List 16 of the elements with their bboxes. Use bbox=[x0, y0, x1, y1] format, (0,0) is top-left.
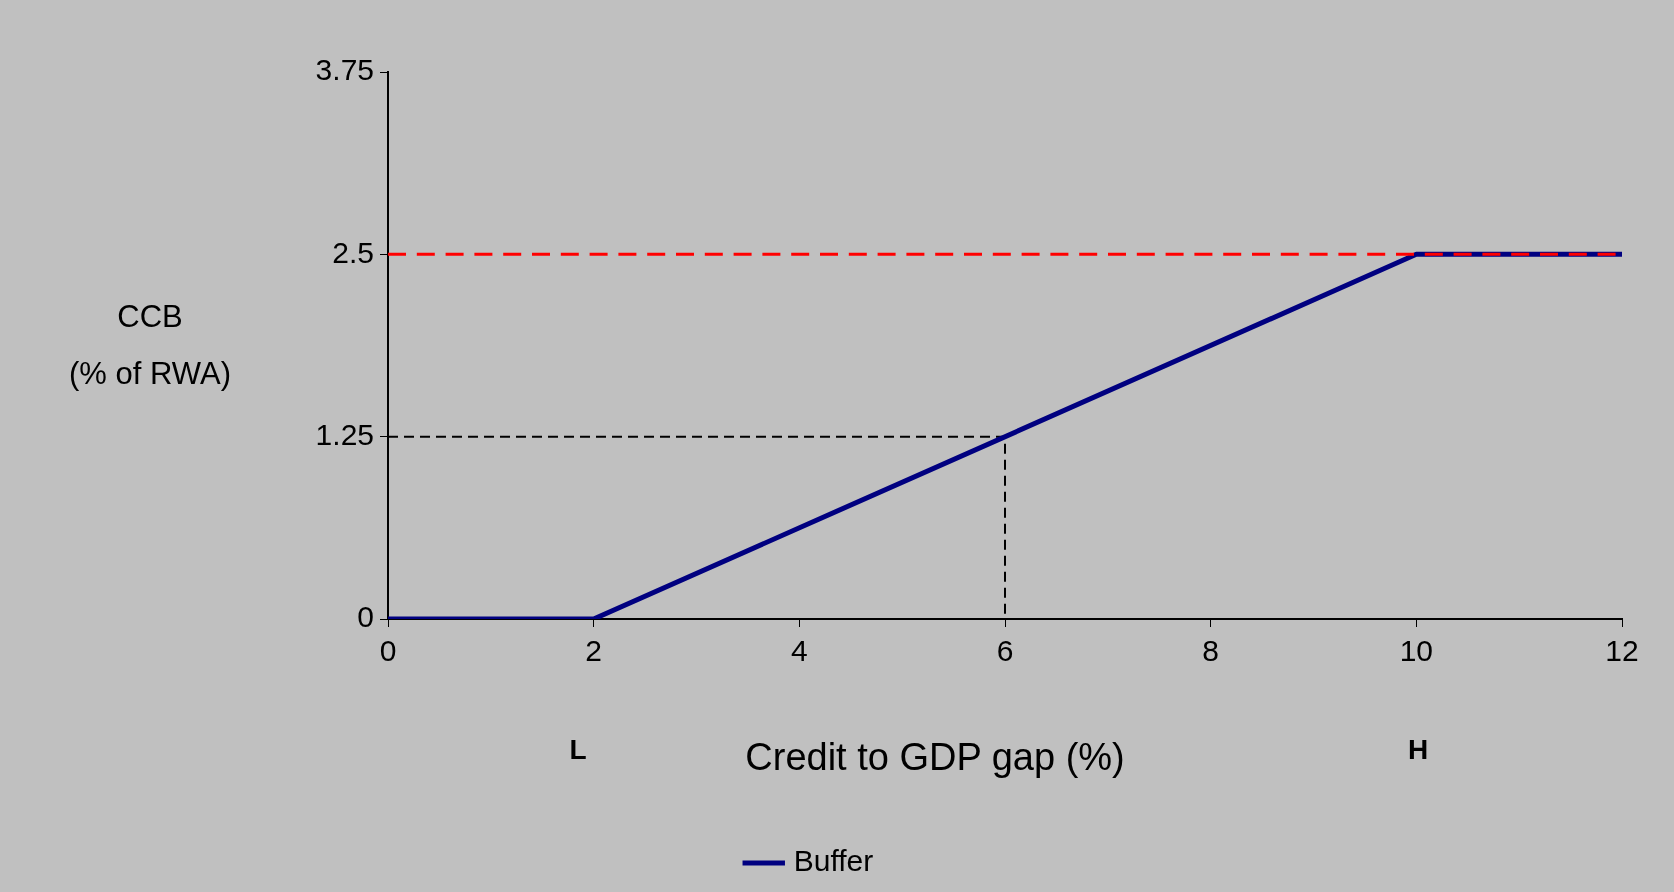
x-axis-title: Credit to GDP gap (%) bbox=[745, 736, 1125, 779]
text: H bbox=[1407, 733, 1429, 765]
text: L bbox=[569, 733, 587, 765]
x-tick-label: 4 bbox=[790, 634, 808, 668]
x-tick-label: 12 bbox=[1605, 634, 1639, 668]
legend-label: Buffer bbox=[793, 844, 874, 878]
y-tick-label: 0 bbox=[357, 600, 374, 634]
x-tick-label: 2 bbox=[585, 634, 603, 668]
y-axis-title: CCB (% of RWA) bbox=[69, 299, 231, 392]
y-tick-label: 2.5 bbox=[332, 235, 374, 269]
x-tick-label: 8 bbox=[1202, 634, 1220, 668]
y-tick-label: 3.75 bbox=[315, 53, 374, 87]
y-tick-label: 1.25 bbox=[315, 417, 374, 451]
x-tick-label: 6 bbox=[996, 634, 1014, 668]
x-tick-label: 10 bbox=[1399, 634, 1434, 668]
x-tick-label: 0 bbox=[379, 634, 397, 668]
